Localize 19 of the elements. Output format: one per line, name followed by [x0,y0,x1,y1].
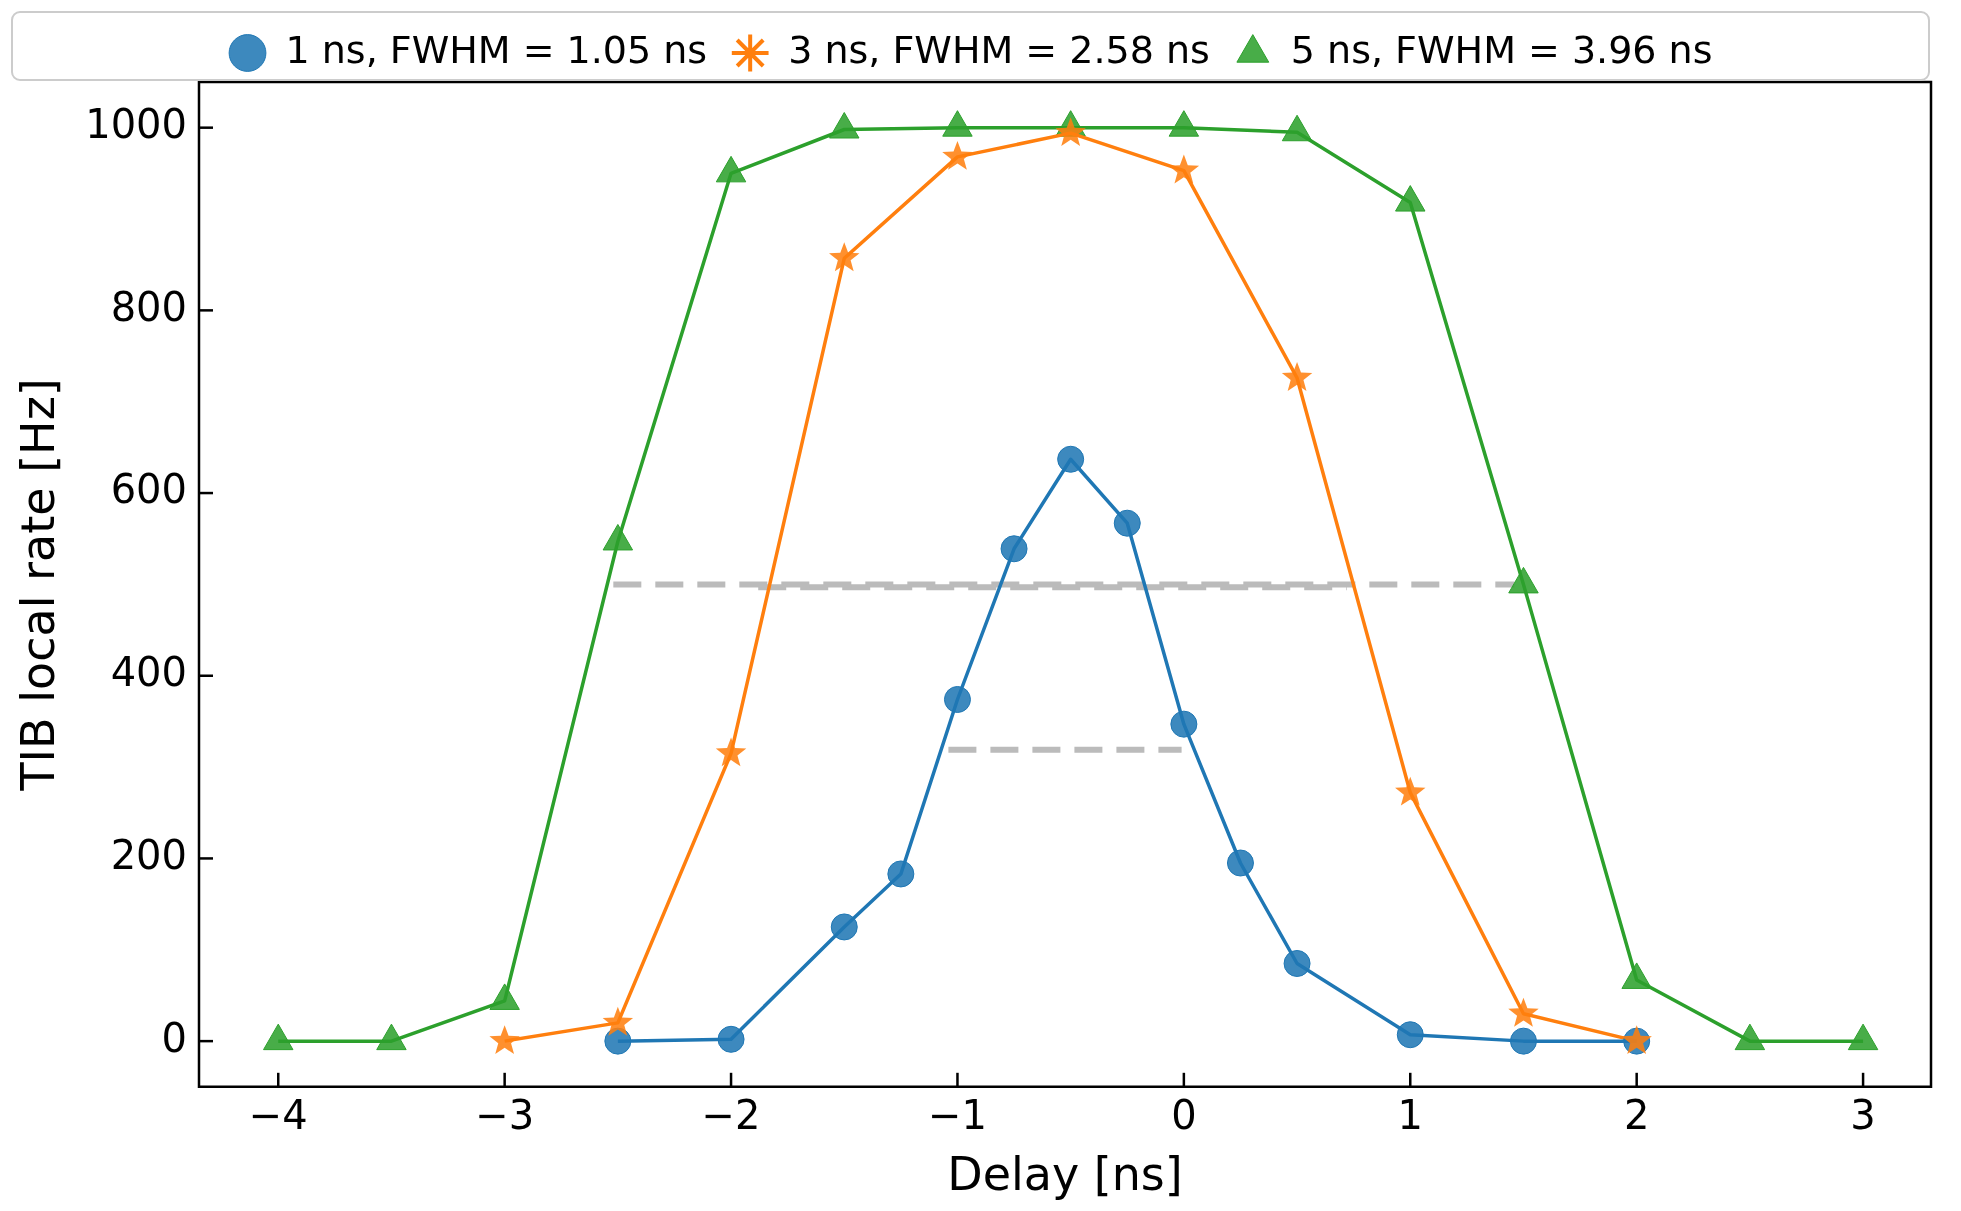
y-tick-label: 800 [110,283,187,330]
x-axis-title: Delay [ns] [947,1147,1183,1202]
y-tick-label: 400 [110,649,187,696]
x-tick-label: 3 [1850,1092,1876,1139]
legend-label: 3 ns, FWHM = 2.58 ns [788,27,1210,72]
y-axis-title: TIB local rate [Hz] [10,378,65,792]
x-tick-label: −1 [927,1092,987,1139]
y-tick-label: 200 [110,831,187,878]
x-tick-label: 0 [1171,1092,1197,1139]
y-tick-label: 1000 [85,101,187,148]
legend-label: 1 ns, FWHM = 1.05 ns [285,27,708,72]
x-tick-label: −4 [248,1092,308,1139]
x-tick-label: −2 [701,1092,761,1139]
x-tick-label: −3 [475,1092,535,1139]
x-tick-label: 2 [1623,1092,1650,1139]
y-tick-label: 0 [161,1014,187,1061]
y-tick-label: 600 [110,466,187,513]
x-tick-label: 1 [1397,1092,1423,1139]
legend-label: 5 ns, FWHM = 3.96 ns [1290,27,1713,72]
